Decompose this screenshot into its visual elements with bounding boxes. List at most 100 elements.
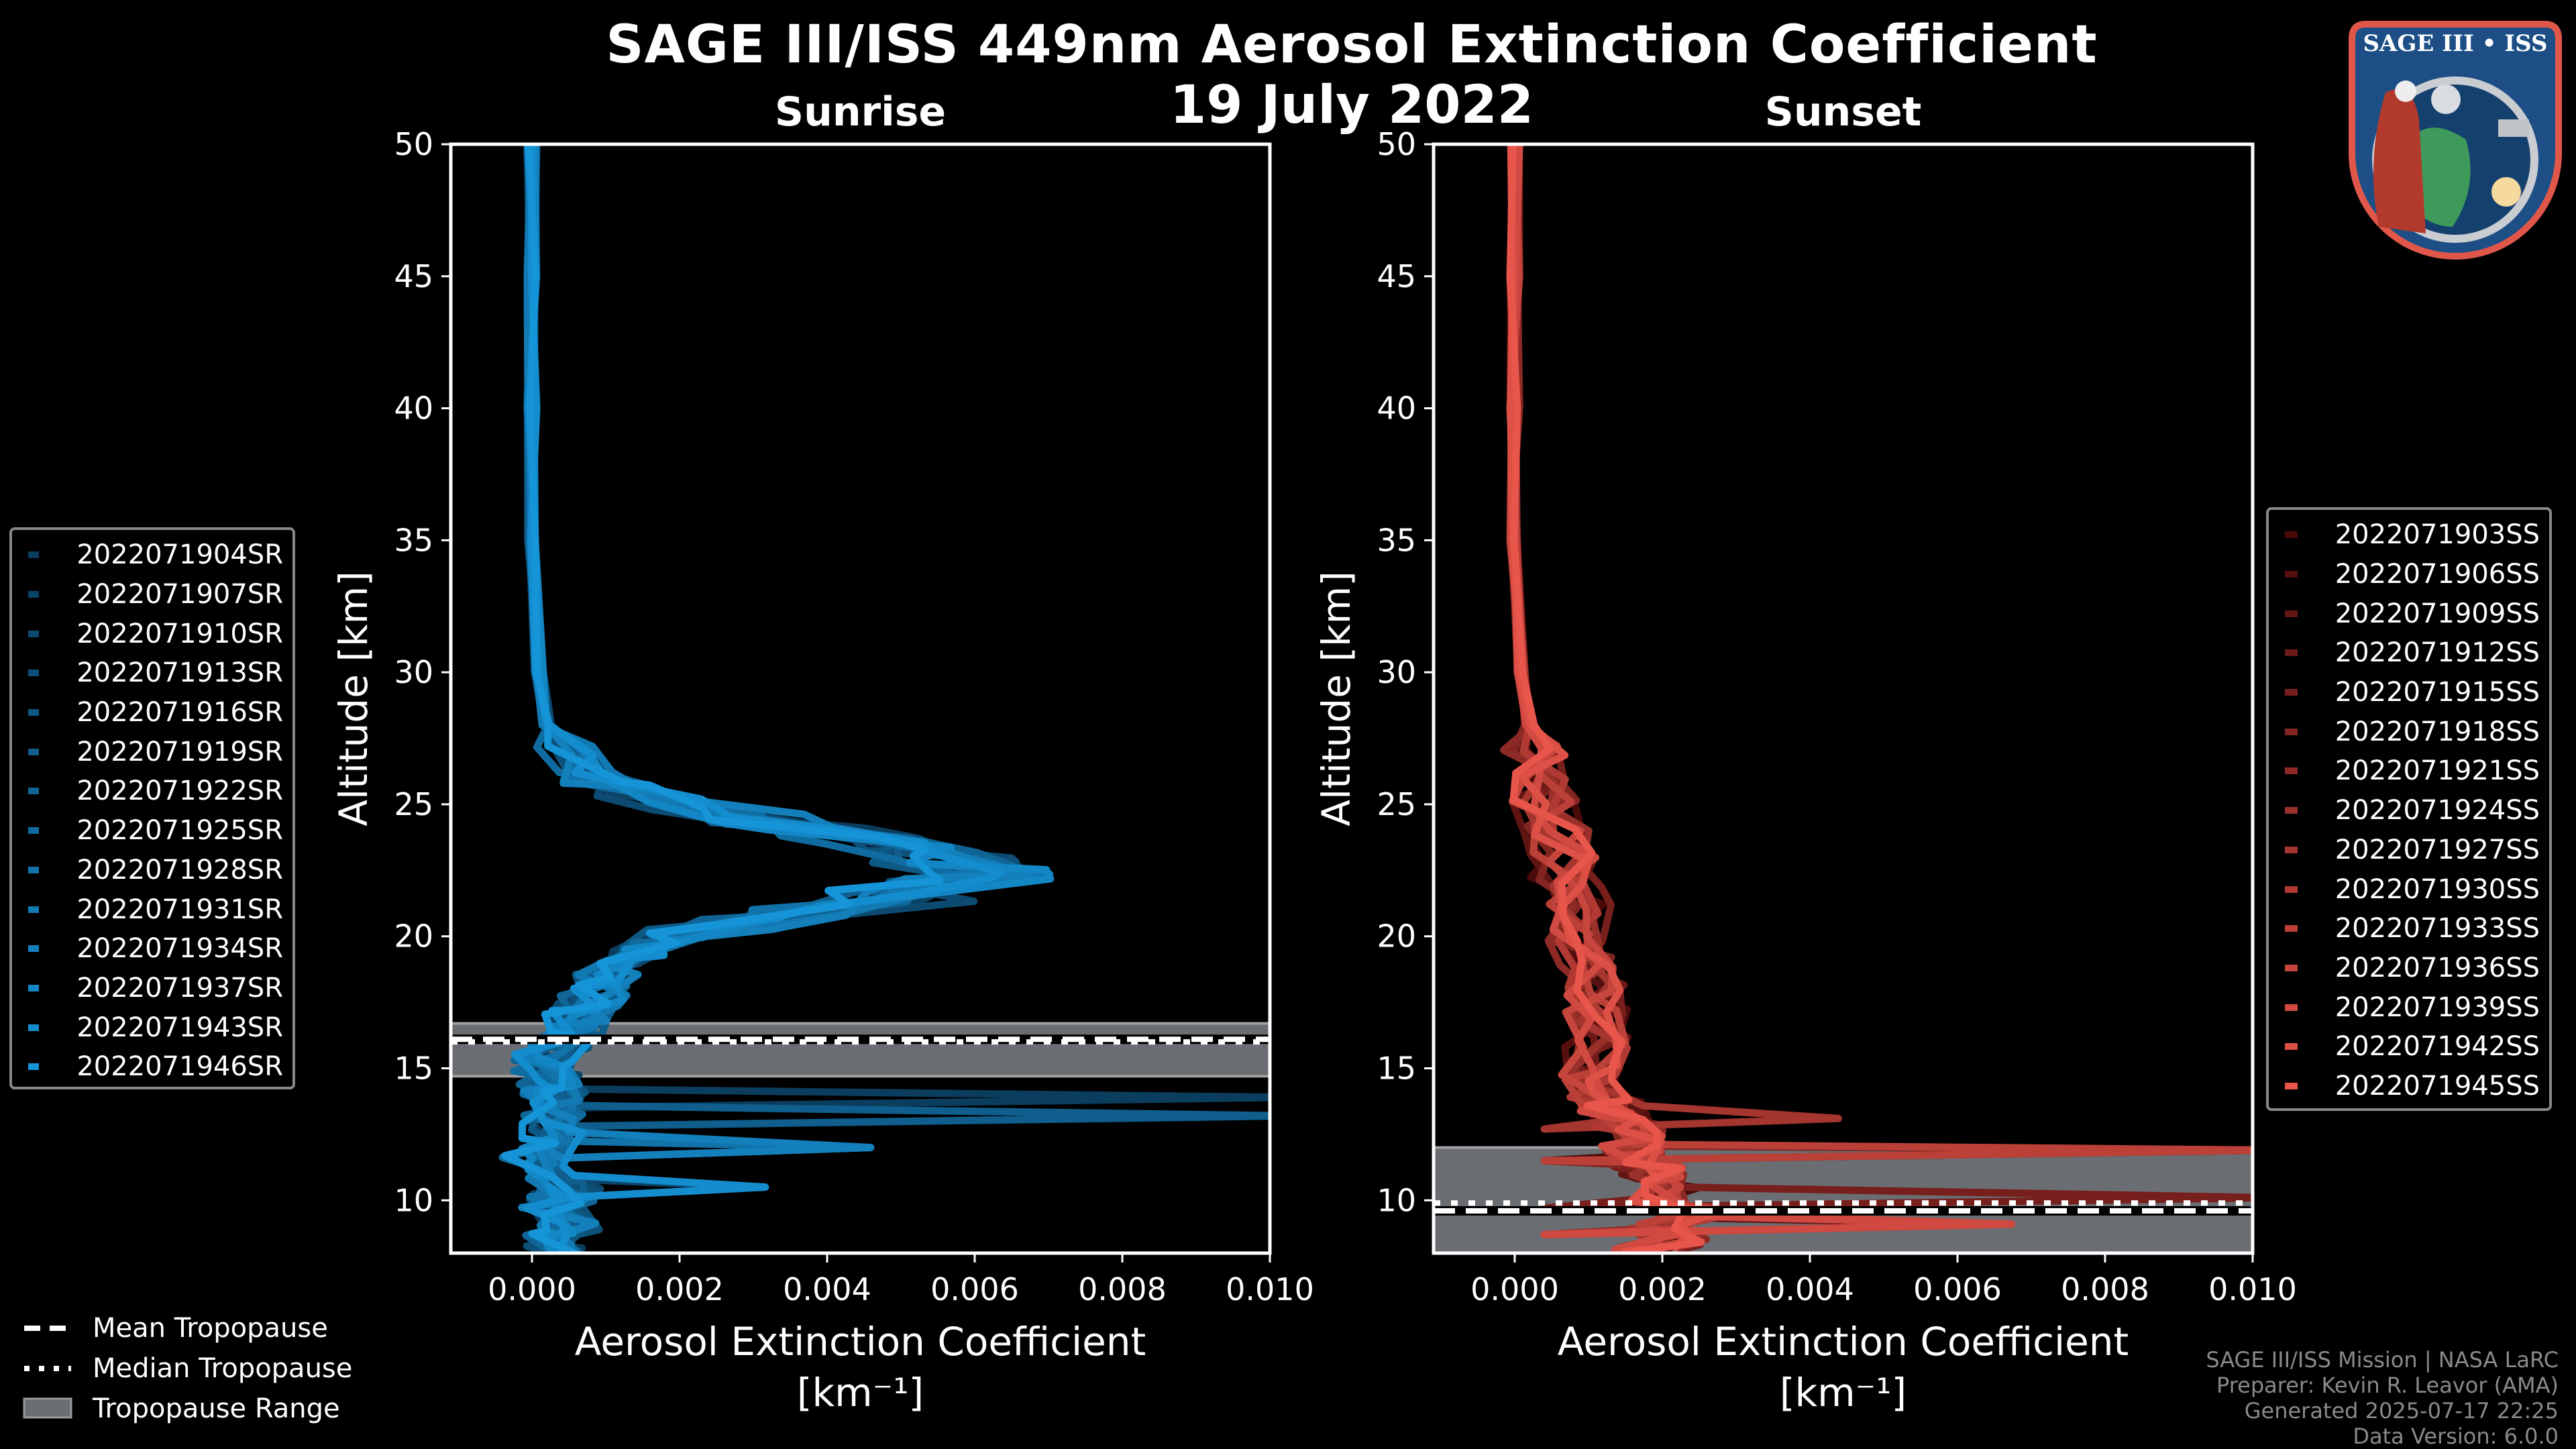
profile-line-2022071918SS (1506, 144, 2253, 1251)
legend-line-swatch-icon (28, 551, 40, 559)
sage-mission-badge-logo: SAGE III • ISS (2349, 21, 2562, 260)
legend-line-swatch-icon (28, 748, 40, 755)
legend-label: Tropopause Range (93, 1393, 340, 1424)
y-tick-label: 35 (1377, 522, 1416, 558)
sunset-legend: 2022071903SS 2022071906SS 2022071909SS 2022… (2266, 507, 2552, 1111)
y-tick-label: 40 (394, 390, 433, 427)
legend-item: 2022071913SR (21, 653, 283, 693)
legend-tropopause-range: Tropopause Range (23, 1389, 352, 1429)
dotted-line-icon (24, 1366, 71, 1371)
y-axis-label: Altitude [km] (331, 571, 376, 826)
credits-data-version: Data Version: 6.0.0 (2353, 1424, 2559, 1449)
legend-item: 2022071930SS (2278, 869, 2540, 909)
profile-line-2022071946SR (501, 144, 944, 1253)
x-tick-label: 0.006 (1913, 1271, 2002, 1307)
legend-line-swatch-icon (28, 984, 40, 991)
x-tick-label: 0.000 (1470, 1271, 1559, 1307)
sun-icon (2491, 177, 2521, 207)
y-tick-label: 10 (1377, 1182, 1416, 1218)
legend-label: 2022071916SR (76, 697, 283, 729)
legend-item: 2022071921SS (2278, 751, 2540, 791)
legend-label: 2022071924SS (2334, 795, 2540, 826)
legend-line-swatch-icon (28, 906, 40, 913)
y-tick-label: 20 (1377, 918, 1416, 955)
wizard-beard-icon (2395, 80, 2416, 102)
legend-item: 2022071939SS (2278, 987, 2540, 1027)
profile-line-2022071936SS (1506, 144, 2016, 1253)
legend-item: 2022071924SS (2278, 791, 2540, 830)
sunset-axes-frame (1432, 142, 2255, 1255)
y-tick-label: 45 (1377, 258, 1416, 294)
legend-label: 2022071943SR (76, 1012, 283, 1043)
credits-mission: SAGE III/ISS Mission | NASA LaRC (2206, 1347, 2559, 1373)
legend-label: Mean Tropopause (93, 1313, 328, 1344)
legend-item: 2022071942SS (2278, 1027, 2540, 1067)
y-axis-label: Altitude [km] (1313, 571, 1359, 826)
y-tick-label: 25 (1377, 786, 1416, 822)
legend-line-swatch-icon (28, 709, 40, 716)
profile-line-2022071915SS (1507, 144, 2253, 1253)
legend-item: 2022071933SS (2278, 909, 2540, 949)
legend-line-swatch-icon (28, 1063, 40, 1071)
legend-label: 2022071934SR (76, 933, 283, 965)
legend-label: 2022071922SR (76, 775, 283, 807)
legend-item: 2022071916SR (21, 693, 283, 733)
legend-label: 2022071903SS (2334, 519, 2540, 551)
legend-line-swatch-icon (28, 630, 40, 637)
legend-label: 2022071921SS (2334, 755, 2540, 787)
badge-title: SAGE III • ISS (2363, 30, 2547, 57)
sunset-panel-title: Sunset (1765, 89, 1922, 136)
x-tick-label: 0.008 (1078, 1271, 1167, 1307)
legend-line-swatch-icon (2285, 964, 2298, 971)
y-tick-label: 40 (1377, 390, 1416, 427)
x-axis-label: Aerosol Extinction Coefficient (575, 1319, 1146, 1364)
legend-item: 2022071912SS (2278, 633, 2540, 673)
y-tick-label: 30 (394, 654, 433, 690)
profile-line-2022071907SR (523, 144, 983, 1253)
y-tick-label: 15 (1377, 1051, 1416, 1087)
legend-label: Median Tropopause (93, 1353, 353, 1384)
legend-line-swatch-icon (2285, 846, 2298, 853)
legend-label: 2022071939SS (2334, 991, 2540, 1023)
legend-item: 2022071927SS (2278, 830, 2540, 870)
legend-item: 2022071925SR (21, 811, 283, 851)
profile-line-2022071910SR (524, 144, 1027, 1253)
legend-label: 2022071931SR (76, 894, 283, 925)
credits: SAGE III/ISS Mission | NASA LaRC Prepare… (2206, 1347, 2559, 1449)
legend-item: 2022071903SS (2278, 515, 2540, 555)
legend-item: 2022071906SS (2278, 555, 2540, 594)
legend-label: 2022071946SR (76, 1051, 283, 1083)
legend-line-swatch-icon (2285, 1082, 2298, 1089)
legend-item: 2022071919SR (21, 732, 283, 771)
profile-line-2022071904SR (523, 144, 1270, 1252)
legend-label: 2022071930SS (2334, 873, 2540, 905)
iss-icon (2498, 119, 2529, 137)
y-tick-label: 50 (1377, 126, 1416, 162)
wizard-icon (2373, 89, 2426, 233)
x-tick-label: 0.006 (930, 1271, 1019, 1307)
y-tick-label: 35 (394, 522, 433, 558)
profile-line-2022071943SR (511, 144, 1004, 1252)
moon-icon (2431, 85, 2461, 114)
y-tick-label: 15 (394, 1051, 433, 1087)
chart-title: SAGE III/ISS 449nm Aerosol Extinction Co… (606, 15, 2098, 75)
legend-item: 2022071915SS (2278, 673, 2540, 712)
legend-median-tropopause: Median Tropopause (23, 1348, 352, 1389)
legend-item: 2022071943SR (21, 1008, 283, 1047)
profile-line-2022071934SR (518, 144, 1034, 1253)
y-tick-label: 45 (394, 258, 433, 294)
x-tick-label: 0.008 (2061, 1271, 2149, 1307)
y-tick-label: 25 (394, 786, 433, 822)
profile-line-2022071937SR (518, 144, 1055, 1253)
profile-line-2022071922SR (510, 144, 1030, 1250)
y-tick-label: 30 (1377, 654, 1416, 690)
legend-label: 2022071910SR (76, 618, 283, 649)
x-tick-label: 0.000 (488, 1271, 576, 1307)
sunset-panel: 10 15 20 25 30 35 40 45 50 0.000 0.002 0.004 0.006 0.… (1313, 89, 2297, 1415)
y-tick-label: 50 (394, 126, 433, 162)
legend-item: 2022071928SR (21, 851, 283, 890)
legend-label: 2022071915SS (2334, 677, 2540, 708)
legend-label: 2022071909SS (2334, 598, 2540, 629)
legend-label: 2022071925SR (76, 815, 283, 847)
x-tick-label: 0.010 (2208, 1271, 2297, 1307)
